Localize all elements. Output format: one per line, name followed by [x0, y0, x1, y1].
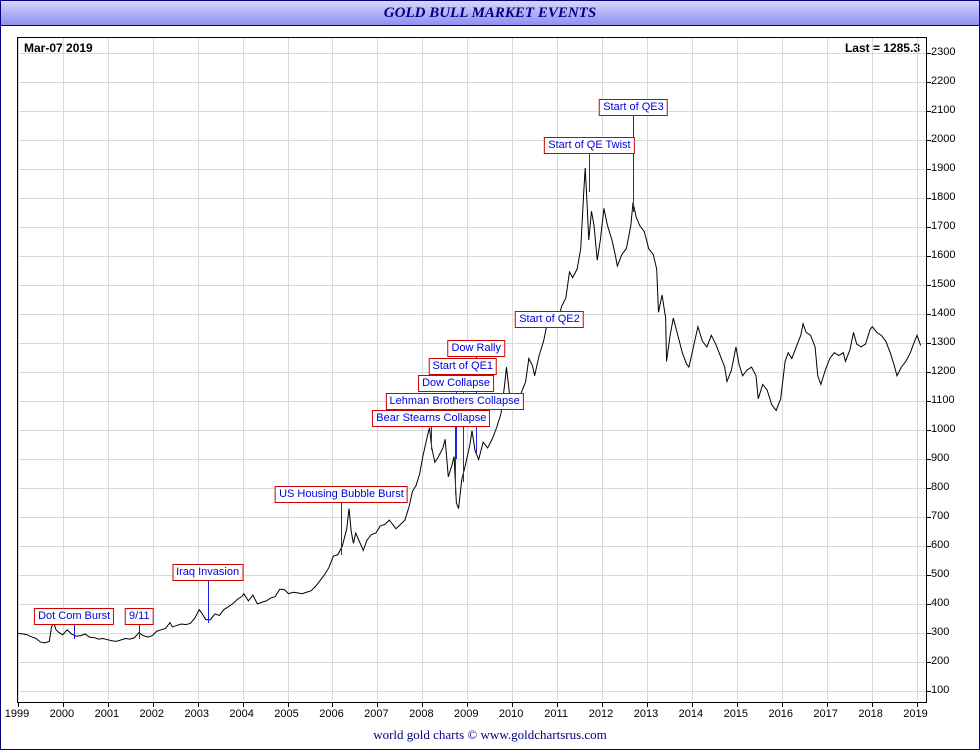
x-tick: [108, 702, 109, 707]
y-tick-label: 1800: [931, 191, 967, 203]
x-tick: [332, 702, 333, 707]
x-tick-label: 2011: [544, 708, 568, 720]
event-label: 9/11: [125, 608, 154, 625]
y-tick-label: 2300: [931, 46, 967, 58]
chart-container: GOLD BULL MARKET EVENTS Mar-07 2019 Last…: [0, 0, 980, 750]
x-tick-label: 2005: [274, 708, 298, 720]
x-tick: [602, 702, 603, 707]
x-tick-label: 2009: [454, 708, 478, 720]
x-tick: [288, 702, 289, 707]
plot-area: Mar-07 2019 Last = 1285.3 Dot Com Burst9…: [17, 37, 927, 703]
event-callout-line: [431, 427, 432, 450]
x-tick-label: 2019: [903, 708, 927, 720]
event-label: Start of QE2: [515, 311, 584, 328]
y-tick-label: 700: [931, 510, 967, 522]
y-tick-label: 1500: [931, 278, 967, 290]
event-label: Dot Com Burst: [34, 608, 114, 625]
x-tick-label: 2018: [858, 708, 882, 720]
x-tick: [377, 702, 378, 707]
y-tick-label: 1900: [931, 162, 967, 174]
y-tick-label: 1700: [931, 220, 967, 232]
y-tick-label: 100: [931, 684, 967, 696]
x-tick: [872, 702, 873, 707]
event-callout-line: [341, 503, 342, 555]
x-tick-label: 1999: [5, 708, 29, 720]
x-tick: [647, 702, 648, 707]
event-label: Start of QE Twist: [544, 137, 634, 154]
x-tick: [153, 702, 154, 707]
x-tick: [737, 702, 738, 707]
x-tick-label: 2010: [499, 708, 523, 720]
x-tick-label: 2004: [229, 708, 253, 720]
event-callout-line: [208, 581, 209, 623]
event-label: Dow Rally: [447, 340, 505, 357]
x-tick-label: 2017: [813, 708, 837, 720]
x-tick: [782, 702, 783, 707]
y-tick-label: 300: [931, 626, 967, 638]
y-tick-label: 200: [931, 655, 967, 667]
y-tick-label: 1400: [931, 307, 967, 319]
y-tick-label: 900: [931, 452, 967, 464]
event-callout-line: [633, 116, 634, 212]
event-label: Lehman Brothers Collapse: [386, 393, 524, 410]
chart-footer: world gold charts © www.goldchartsrus.co…: [1, 727, 979, 743]
y-tick-label: 1300: [931, 336, 967, 348]
y-tick-label: 2000: [931, 133, 967, 145]
x-tick-label: 2006: [319, 708, 343, 720]
x-tick: [18, 702, 19, 707]
y-tick-label: 1000: [931, 423, 967, 435]
x-tick: [692, 702, 693, 707]
event-callout-line: [139, 625, 140, 640]
chart-title: GOLD BULL MARKET EVENTS: [1, 1, 979, 26]
x-tick-label: 2002: [140, 708, 164, 720]
x-tick-label: 2012: [589, 708, 613, 720]
y-tick-label: 2200: [931, 75, 967, 87]
y-tick-label: 400: [931, 597, 967, 609]
x-tick: [198, 702, 199, 707]
y-tick-label: 2100: [931, 104, 967, 116]
x-tick-label: 2000: [50, 708, 74, 720]
event-label: Dow Collapse: [418, 375, 494, 392]
event-callout-line: [589, 154, 590, 192]
event-label: Bear Stearns Collapse: [372, 410, 490, 427]
y-tick-label: 1600: [931, 249, 967, 261]
y-tick-label: 600: [931, 539, 967, 551]
x-tick: [827, 702, 828, 707]
x-tick-label: 2001: [95, 708, 119, 720]
y-tick-label: 1200: [931, 365, 967, 377]
x-tick-label: 2016: [768, 708, 792, 720]
x-tick-label: 2015: [724, 708, 748, 720]
x-tick: [467, 702, 468, 707]
x-tick: [243, 702, 244, 707]
y-tick-label: 1100: [931, 394, 967, 406]
x-tick-label: 2003: [184, 708, 208, 720]
plot-wrap: Mar-07 2019 Last = 1285.3 Dot Com Burst9…: [11, 37, 969, 721]
x-tick: [917, 702, 918, 707]
x-tick: [63, 702, 64, 707]
x-tick-label: 2014: [679, 708, 703, 720]
x-tick-label: 2008: [409, 708, 433, 720]
event-callout-line: [74, 625, 75, 640]
event-label: Start of QE1: [429, 358, 498, 375]
x-tick: [512, 702, 513, 707]
event-label: Iraq Invasion: [172, 564, 243, 581]
y-tick-label: 800: [931, 481, 967, 493]
x-tick: [422, 702, 423, 707]
x-tick-label: 2013: [634, 708, 658, 720]
x-tick-label: 2007: [364, 708, 388, 720]
event-label: US Housing Bubble Burst: [275, 486, 408, 503]
event-label: Start of QE3: [599, 99, 668, 116]
y-tick-label: 500: [931, 568, 967, 580]
x-tick: [557, 702, 558, 707]
